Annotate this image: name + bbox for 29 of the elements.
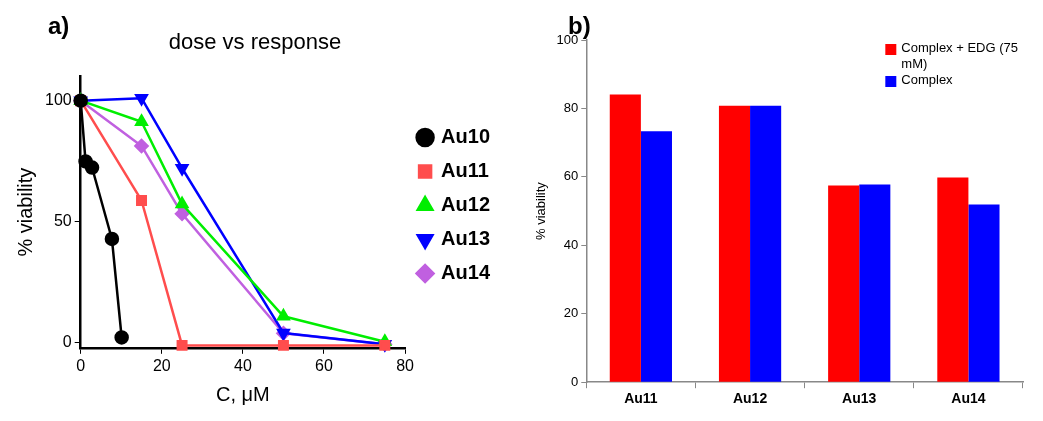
x-tick-label: Au11 <box>624 390 658 407</box>
legend-label: Au11 <box>441 159 489 182</box>
text: a) <box>48 12 70 40</box>
y-axis-title: % viability <box>13 167 36 257</box>
y-axis-title: % viability <box>533 181 549 240</box>
x-tick-label: 0 <box>76 356 86 374</box>
chart-title: dose vs response <box>168 29 342 55</box>
x-tick-label: Au12 <box>732 390 768 407</box>
x-tick-label: Au13 <box>842 390 877 407</box>
legend-label: Au13 <box>441 227 490 250</box>
y-tick-label: 0 <box>62 333 72 351</box>
legend-label: Au14 <box>441 261 491 284</box>
legend-label: Au10 <box>441 125 490 148</box>
y-tick-label: 40 <box>563 236 579 252</box>
legend-label: Complex + EDG (75 mM) <box>901 40 1018 72</box>
legend-label: Complex <box>901 72 954 88</box>
x-tick-label: 80 <box>396 356 415 374</box>
y-tick-label: 80 <box>563 100 579 116</box>
x-axis-title: C, μM <box>216 382 270 405</box>
x-tick-label: 20 <box>152 356 171 374</box>
legend-label: Au12 <box>441 193 490 216</box>
y-tick-label: 100 <box>44 91 72 109</box>
y-tick-label: 20 <box>563 305 579 321</box>
y-tick-label: 0 <box>571 373 579 389</box>
x-tick-label: 40 <box>234 356 252 374</box>
x-tick-label: Au14 <box>951 390 986 407</box>
x-tick-label: 60 <box>315 356 333 374</box>
y-tick-label: 50 <box>53 212 72 230</box>
y-tick-label: 60 <box>563 168 579 184</box>
